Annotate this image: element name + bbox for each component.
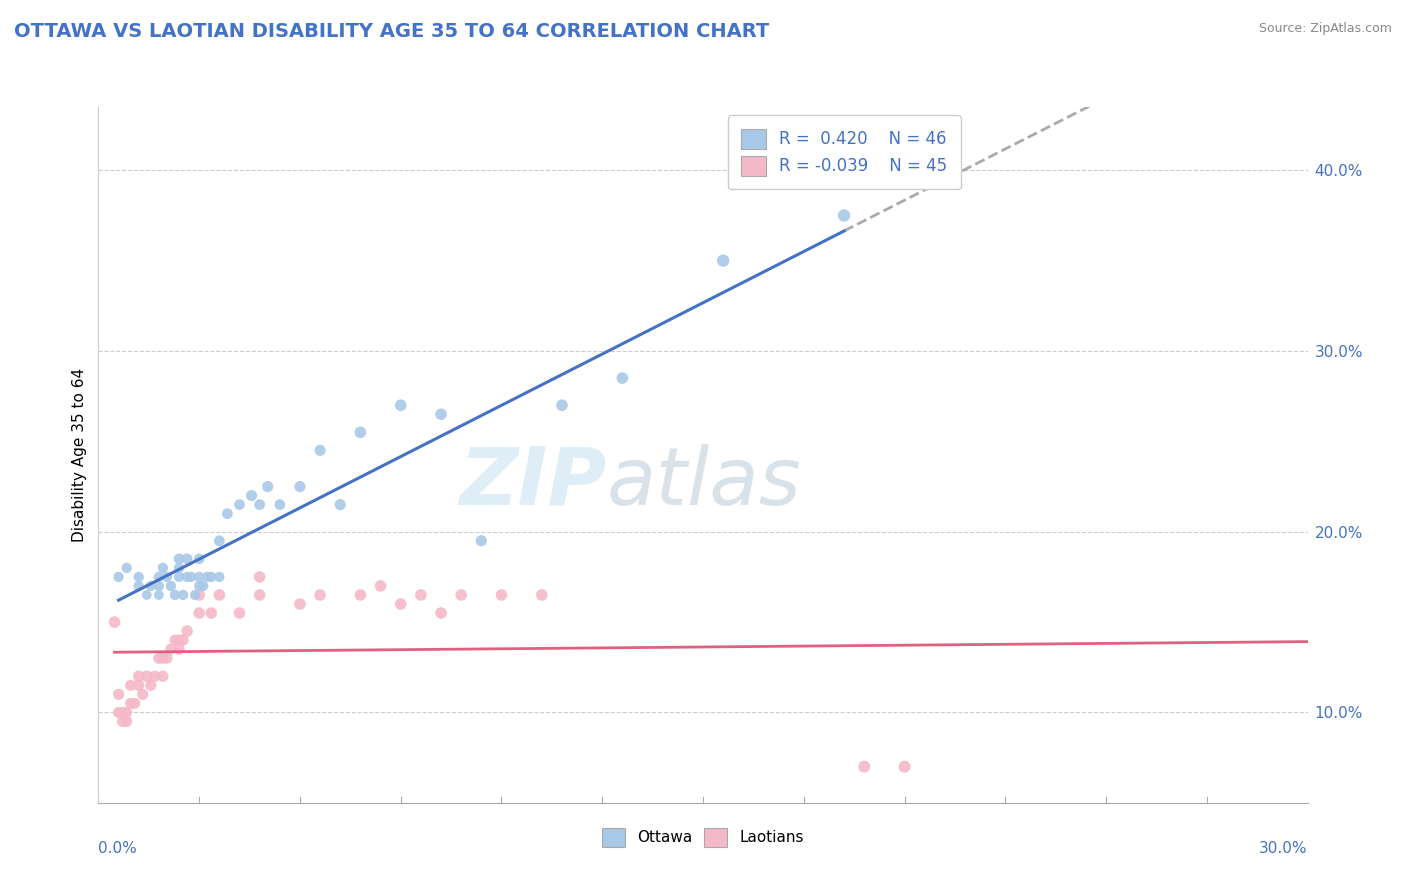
- Point: [167, 551, 190, 566]
- Point: [172, 588, 194, 602]
- Point: [156, 651, 179, 665]
- Point: [195, 570, 218, 584]
- Point: [172, 633, 194, 648]
- Point: [200, 606, 222, 620]
- Point: [208, 570, 231, 584]
- Point: [180, 570, 202, 584]
- Point: [309, 443, 332, 458]
- Point: [167, 561, 190, 575]
- Point: [711, 253, 734, 268]
- Point: [128, 579, 150, 593]
- Point: [370, 579, 392, 593]
- Point: [128, 570, 150, 584]
- Point: [188, 551, 211, 566]
- Point: [269, 498, 291, 512]
- Point: [139, 579, 162, 593]
- Point: [176, 624, 198, 639]
- Point: [188, 570, 211, 584]
- Point: [167, 570, 190, 584]
- Point: [530, 588, 553, 602]
- Point: [349, 425, 371, 440]
- Point: [288, 479, 311, 493]
- Point: [160, 642, 183, 657]
- Point: [430, 606, 453, 620]
- Point: [491, 588, 513, 602]
- Point: [107, 706, 129, 720]
- Point: [200, 570, 222, 584]
- Point: [188, 606, 211, 620]
- Point: [156, 570, 179, 584]
- Point: [128, 669, 150, 683]
- Point: [389, 398, 412, 412]
- Point: [111, 714, 134, 729]
- Point: [228, 498, 250, 512]
- Point: [124, 697, 146, 711]
- Point: [128, 678, 150, 692]
- Point: [132, 687, 155, 701]
- Point: [249, 570, 271, 584]
- Point: [430, 407, 453, 421]
- Point: [115, 706, 138, 720]
- Point: [208, 533, 231, 548]
- Point: [176, 570, 198, 584]
- Point: [256, 479, 278, 493]
- Point: [450, 588, 472, 602]
- Point: [612, 371, 634, 385]
- Point: [167, 633, 190, 648]
- Point: [148, 651, 170, 665]
- Point: [163, 588, 186, 602]
- Text: Source: ZipAtlas.com: Source: ZipAtlas.com: [1258, 22, 1392, 36]
- Point: [470, 533, 492, 548]
- Point: [148, 588, 170, 602]
- Point: [188, 588, 211, 602]
- Point: [240, 489, 263, 503]
- Point: [208, 588, 231, 602]
- Text: 0.0%: 0.0%: [98, 841, 138, 856]
- Point: [135, 669, 157, 683]
- Point: [832, 209, 855, 223]
- Point: [152, 669, 174, 683]
- Point: [143, 669, 166, 683]
- Point: [217, 507, 239, 521]
- Point: [115, 714, 138, 729]
- Text: ZIP: ZIP: [458, 443, 606, 522]
- Point: [152, 651, 174, 665]
- Text: 30.0%: 30.0%: [1260, 841, 1308, 856]
- Point: [893, 759, 915, 773]
- Y-axis label: Disability Age 35 to 64: Disability Age 35 to 64: [72, 368, 87, 542]
- Point: [389, 597, 412, 611]
- Point: [349, 588, 371, 602]
- Text: atlas: atlas: [606, 443, 801, 522]
- Point: [329, 498, 352, 512]
- Point: [115, 561, 138, 575]
- Point: [288, 597, 311, 611]
- Point: [193, 579, 215, 593]
- Point: [152, 561, 174, 575]
- Legend: Ottawa, Laotians: Ottawa, Laotians: [595, 821, 811, 855]
- Text: OTTAWA VS LAOTIAN DISABILITY AGE 35 TO 64 CORRELATION CHART: OTTAWA VS LAOTIAN DISABILITY AGE 35 TO 6…: [14, 22, 769, 41]
- Point: [228, 606, 250, 620]
- Point: [853, 759, 876, 773]
- Point: [551, 398, 574, 412]
- Point: [160, 579, 183, 593]
- Point: [120, 697, 142, 711]
- Point: [176, 551, 198, 566]
- Point: [135, 588, 157, 602]
- Point: [120, 678, 142, 692]
- Point: [167, 642, 190, 657]
- Point: [103, 615, 125, 629]
- Point: [139, 678, 162, 692]
- Point: [249, 498, 271, 512]
- Point: [111, 706, 134, 720]
- Point: [249, 588, 271, 602]
- Point: [309, 588, 332, 602]
- Point: [107, 687, 129, 701]
- Point: [148, 570, 170, 584]
- Point: [148, 579, 170, 593]
- Point: [163, 633, 186, 648]
- Point: [107, 570, 129, 584]
- Point: [188, 579, 211, 593]
- Point: [184, 588, 207, 602]
- Point: [409, 588, 432, 602]
